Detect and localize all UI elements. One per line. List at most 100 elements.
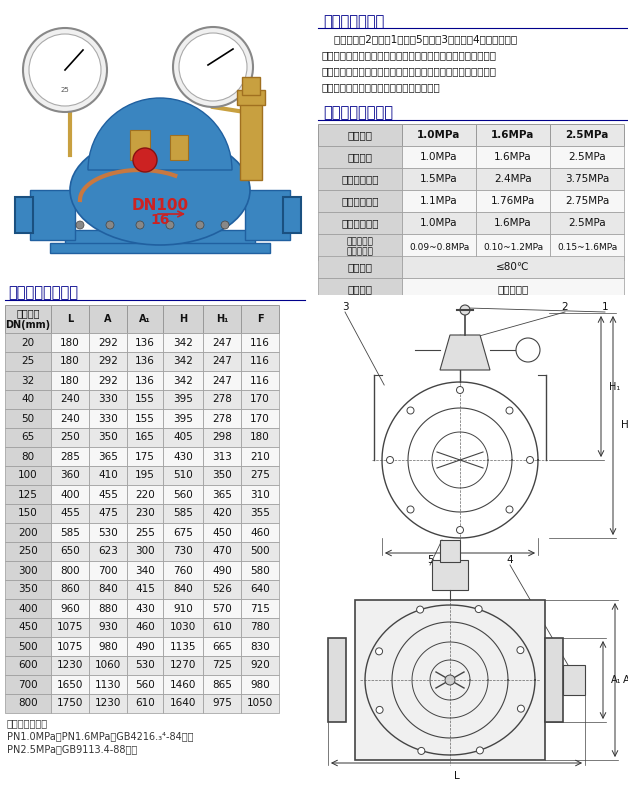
Text: A: A (104, 314, 112, 324)
Bar (127, 352, 163, 371)
Text: 247: 247 (212, 357, 232, 366)
Bar (241, 409, 279, 428)
Bar (89, 390, 127, 409)
Bar (203, 390, 241, 409)
Bar (328, 638, 346, 722)
Bar (241, 352, 279, 371)
Text: 292: 292 (98, 338, 118, 348)
Bar (203, 618, 241, 637)
Bar (89, 542, 127, 561)
Text: 136: 136 (135, 357, 155, 366)
Bar (402, 212, 476, 234)
Circle shape (221, 221, 229, 229)
Bar (241, 447, 279, 466)
Text: 405: 405 (173, 432, 193, 443)
Text: 一、结构及用途: 一、结构及用途 (323, 14, 384, 29)
Text: 80: 80 (21, 451, 35, 462)
Bar (51, 428, 89, 447)
Bar (203, 352, 241, 371)
Bar (5, 580, 51, 599)
Bar (402, 168, 476, 190)
Circle shape (418, 747, 425, 755)
Text: 300: 300 (18, 565, 38, 576)
Circle shape (376, 648, 382, 655)
Text: 230: 230 (135, 509, 155, 518)
Text: 980: 980 (98, 642, 118, 651)
Circle shape (475, 606, 482, 613)
Wedge shape (88, 98, 232, 170)
Text: 455: 455 (98, 490, 118, 500)
Text: 2: 2 (561, 302, 568, 312)
Bar (127, 656, 163, 675)
Bar (402, 278, 624, 300)
Text: 100: 100 (18, 470, 38, 481)
Text: 25: 25 (21, 357, 35, 366)
Bar (241, 694, 279, 713)
Text: 460: 460 (250, 528, 270, 537)
Text: 32: 32 (21, 376, 35, 385)
Bar (318, 256, 402, 278)
Text: 600: 600 (18, 661, 38, 670)
Text: 342: 342 (173, 376, 193, 385)
Bar (163, 352, 203, 371)
Bar (127, 675, 163, 694)
Bar (241, 542, 279, 561)
Circle shape (136, 221, 144, 229)
Text: 342: 342 (173, 338, 193, 348)
Text: 330: 330 (98, 395, 118, 404)
Bar (245, 190, 290, 240)
Bar (89, 428, 127, 447)
Bar (241, 466, 279, 485)
Bar (163, 694, 203, 713)
Bar (402, 146, 476, 168)
Bar (203, 333, 241, 352)
Bar (89, 504, 127, 523)
Text: 400: 400 (60, 490, 80, 500)
Bar (127, 390, 163, 409)
Text: 355: 355 (250, 509, 270, 518)
Text: 1.6MPa: 1.6MPa (494, 218, 532, 228)
Bar (89, 409, 127, 428)
Circle shape (179, 33, 247, 101)
Bar (241, 561, 279, 580)
Text: 275: 275 (250, 470, 270, 481)
Text: 840: 840 (173, 584, 193, 595)
Bar (51, 371, 89, 390)
Bar (51, 599, 89, 618)
Text: 430: 430 (173, 451, 193, 462)
Text: 0.10~1.2MPa: 0.10~1.2MPa (483, 243, 543, 252)
Circle shape (517, 705, 524, 712)
Bar (15, 197, 33, 233)
Text: 壳体试验压力: 壳体试验压力 (341, 174, 379, 184)
Text: 1135: 1135 (170, 642, 196, 651)
Bar (237, 90, 265, 105)
Bar (5, 409, 51, 428)
Text: 40: 40 (21, 395, 35, 404)
Text: 278: 278 (212, 413, 232, 423)
Bar (402, 256, 624, 278)
Bar (163, 428, 203, 447)
Text: 180: 180 (60, 338, 80, 348)
Text: H: H (621, 420, 628, 431)
Bar (89, 694, 127, 713)
Bar (127, 580, 163, 599)
Bar (163, 580, 203, 599)
Text: 610: 610 (135, 699, 155, 708)
Text: 675: 675 (173, 528, 193, 537)
Text: 1.0MPa: 1.0MPa (418, 130, 461, 140)
Text: 1230: 1230 (95, 699, 121, 708)
Text: PN2.5MPa按GB9113.4-88标准: PN2.5MPa按GB9113.4-88标准 (7, 744, 138, 754)
Text: 155: 155 (135, 413, 155, 423)
Text: 975: 975 (212, 699, 232, 708)
Circle shape (445, 675, 455, 685)
Text: 2.4MPa: 2.4MPa (494, 174, 532, 184)
Text: 2.75MPa: 2.75MPa (565, 196, 609, 206)
Text: 0.15~1.6MPa: 0.15~1.6MPa (557, 243, 617, 252)
Circle shape (76, 221, 84, 229)
Bar (89, 618, 127, 637)
Bar (51, 542, 89, 561)
Circle shape (133, 148, 157, 172)
Text: 350: 350 (18, 584, 38, 595)
Text: 800: 800 (18, 699, 38, 708)
Text: 1230: 1230 (57, 661, 83, 670)
